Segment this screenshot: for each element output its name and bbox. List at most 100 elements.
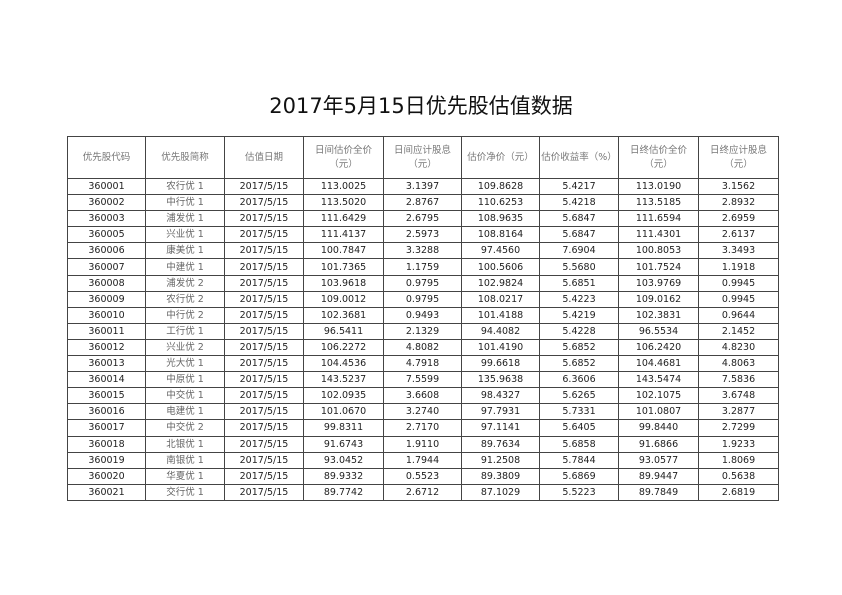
table-cell: 113.5020: [303, 194, 384, 212]
table-cell: 2.6959: [698, 210, 779, 228]
table-cell: 3.6748: [698, 387, 779, 405]
table-cell: 91.6866: [618, 435, 699, 453]
table-cell: 360001: [67, 177, 146, 196]
table-cell: 94.4082: [461, 322, 540, 340]
table-cell: 360010: [67, 306, 146, 324]
table-cell: 2017/5/15: [224, 242, 304, 260]
table-cell: 2017/5/15: [224, 483, 304, 501]
table-row: 360007 中建优 1 2017/5/15 101.7365 1.1759 100.56…: [67, 258, 779, 276]
table-cell: 7.5836: [698, 371, 779, 389]
table-cell: 360012: [67, 338, 146, 357]
table-cell: 5.6852: [539, 355, 619, 373]
table-cell: 华夏优 1: [145, 467, 225, 485]
table-cell: 5.6858: [539, 435, 619, 453]
table-cell: 2017/5/15: [224, 467, 304, 485]
table-cell: 360007: [67, 258, 146, 276]
table-cell: 102.3831: [618, 306, 699, 324]
table-row: 360008 浦发优 2 2017/5/15 103.9618 0.9795 102.98…: [67, 274, 779, 292]
table-row: 360001 农行优 1 2017/5/15 113.0025 3.1397 109.86…: [67, 177, 779, 196]
table-cell: 111.6594: [618, 210, 699, 228]
table-cell: 2017/5/15: [224, 355, 304, 373]
table-cell: 农行优 1: [145, 177, 225, 196]
table-cell: 109.8628: [461, 177, 540, 196]
table-cell: 96.5534: [618, 322, 699, 340]
column-header: 优先股代码: [67, 136, 146, 179]
table-cell: 113.0025: [303, 177, 384, 196]
table-cell: 2017/5/15: [224, 210, 304, 228]
table-cell: 98.4327: [461, 387, 540, 405]
table-cell: 2.6137: [698, 226, 779, 244]
table-cell: 5.4217: [539, 177, 619, 196]
table-cell: 101.4188: [461, 306, 540, 324]
table-row: 360010 中行优 2 2017/5/15 102.3681 0.9493 101.41…: [67, 306, 779, 324]
table-cell: 1.8069: [698, 451, 779, 469]
table-cell: 104.4536: [303, 355, 384, 373]
table-row: 360003 浦发优 1 2017/5/15 111.6429 2.6795 108.96…: [67, 210, 779, 228]
table-cell: 111.4301: [618, 226, 699, 244]
table-row: 360019 南银优 1 2017/5/15 93.0452 1.7944 91.2508…: [67, 451, 779, 469]
column-header: 日间估价全价（元）: [303, 136, 384, 179]
table-cell: 兴业优 1: [145, 226, 225, 244]
column-header: 优先股简称: [145, 136, 225, 179]
table-cell: 3.2877: [698, 403, 779, 421]
table-cell: 360005: [67, 226, 146, 244]
table-cell: 111.4137: [303, 226, 384, 244]
table-row: 360014 中原优 1 2017/5/15 143.5237 7.5599 135.96…: [67, 371, 779, 389]
table-cell: 0.9795: [383, 290, 462, 308]
table-cell: 0.9795: [383, 274, 462, 292]
table-cell: 101.7524: [618, 258, 699, 276]
table-cell: 农行优 2: [145, 290, 225, 308]
table-cell: 1.9110: [383, 435, 462, 453]
table-cell: 110.6253: [461, 194, 540, 212]
table-cell: 89.9447: [618, 467, 699, 485]
table-cell: 7.6904: [539, 242, 619, 260]
table-cell: 360015: [67, 387, 146, 405]
table-cell: 交行优 1: [145, 483, 225, 501]
table-cell: 360003: [67, 210, 146, 228]
table-cell: 0.9945: [698, 290, 779, 308]
table-cell: 2017/5/15: [224, 338, 304, 357]
table-cell: 97.1141: [461, 419, 540, 437]
table-cell: 2.7299: [698, 419, 779, 437]
table-cell: 101.0807: [618, 403, 699, 421]
table-cell: 5.4228: [539, 322, 619, 340]
table-cell: 2.1452: [698, 322, 779, 340]
table-cell: 360018: [67, 435, 146, 453]
table-cell: 3.1562: [698, 177, 779, 196]
table-row: 360012 兴业优 2 2017/5/15 106.2272 4.8082 101.41…: [67, 338, 779, 357]
table-cell: 中行优 2: [145, 306, 225, 324]
table-cell: 2017/5/15: [224, 194, 304, 212]
table-cell: 143.5474: [618, 371, 699, 389]
table-cell: 中原优 1: [145, 371, 225, 389]
table-cell: 99.6618: [461, 355, 540, 373]
table-cell: 360017: [67, 419, 146, 437]
table-row: 360009 农行优 2 2017/5/15 109.0012 0.9795 108.02…: [67, 290, 779, 308]
table-cell: 5.6869: [539, 467, 619, 485]
table-cell: 中交优 1: [145, 387, 225, 405]
table-row: 360002 中行优 1 2017/5/15 113.5020 2.8767 110.62…: [67, 194, 779, 212]
table-cell: 北银优 1: [145, 435, 225, 453]
table-cell: 6.3606: [539, 371, 619, 389]
table-cell: 5.6852: [539, 338, 619, 357]
table-cell: 135.9638: [461, 371, 540, 389]
table-cell: 0.9493: [383, 306, 462, 324]
table-cell: 5.6405: [539, 419, 619, 437]
table-cell: 2017/5/15: [224, 290, 304, 308]
table-cell: 5.6847: [539, 226, 619, 244]
table-cell: 5.7844: [539, 451, 619, 469]
table-cell: 南银优 1: [145, 451, 225, 469]
table-cell: 93.0577: [618, 451, 699, 469]
table-cell: 360013: [67, 355, 146, 373]
table-cell: 100.7847: [303, 242, 384, 260]
table-row: 360005 兴业优 1 2017/5/15 111.4137 2.5973 108.81…: [67, 226, 779, 244]
table-cell: 2017/5/15: [224, 274, 304, 292]
table-cell: 1.7944: [383, 451, 462, 469]
table-cell: 浦发优 2: [145, 274, 225, 292]
table-row: 360020 华夏优 1 2017/5/15 89.9332 0.5523 89.3809…: [67, 467, 779, 485]
table-cell: 0.5523: [383, 467, 462, 485]
table-cell: 4.8082: [383, 338, 462, 357]
table-cell: 102.3681: [303, 306, 384, 324]
table-cell: 浦发优 1: [145, 210, 225, 228]
table-cell: 360014: [67, 371, 146, 389]
table-cell: 100.5606: [461, 258, 540, 276]
